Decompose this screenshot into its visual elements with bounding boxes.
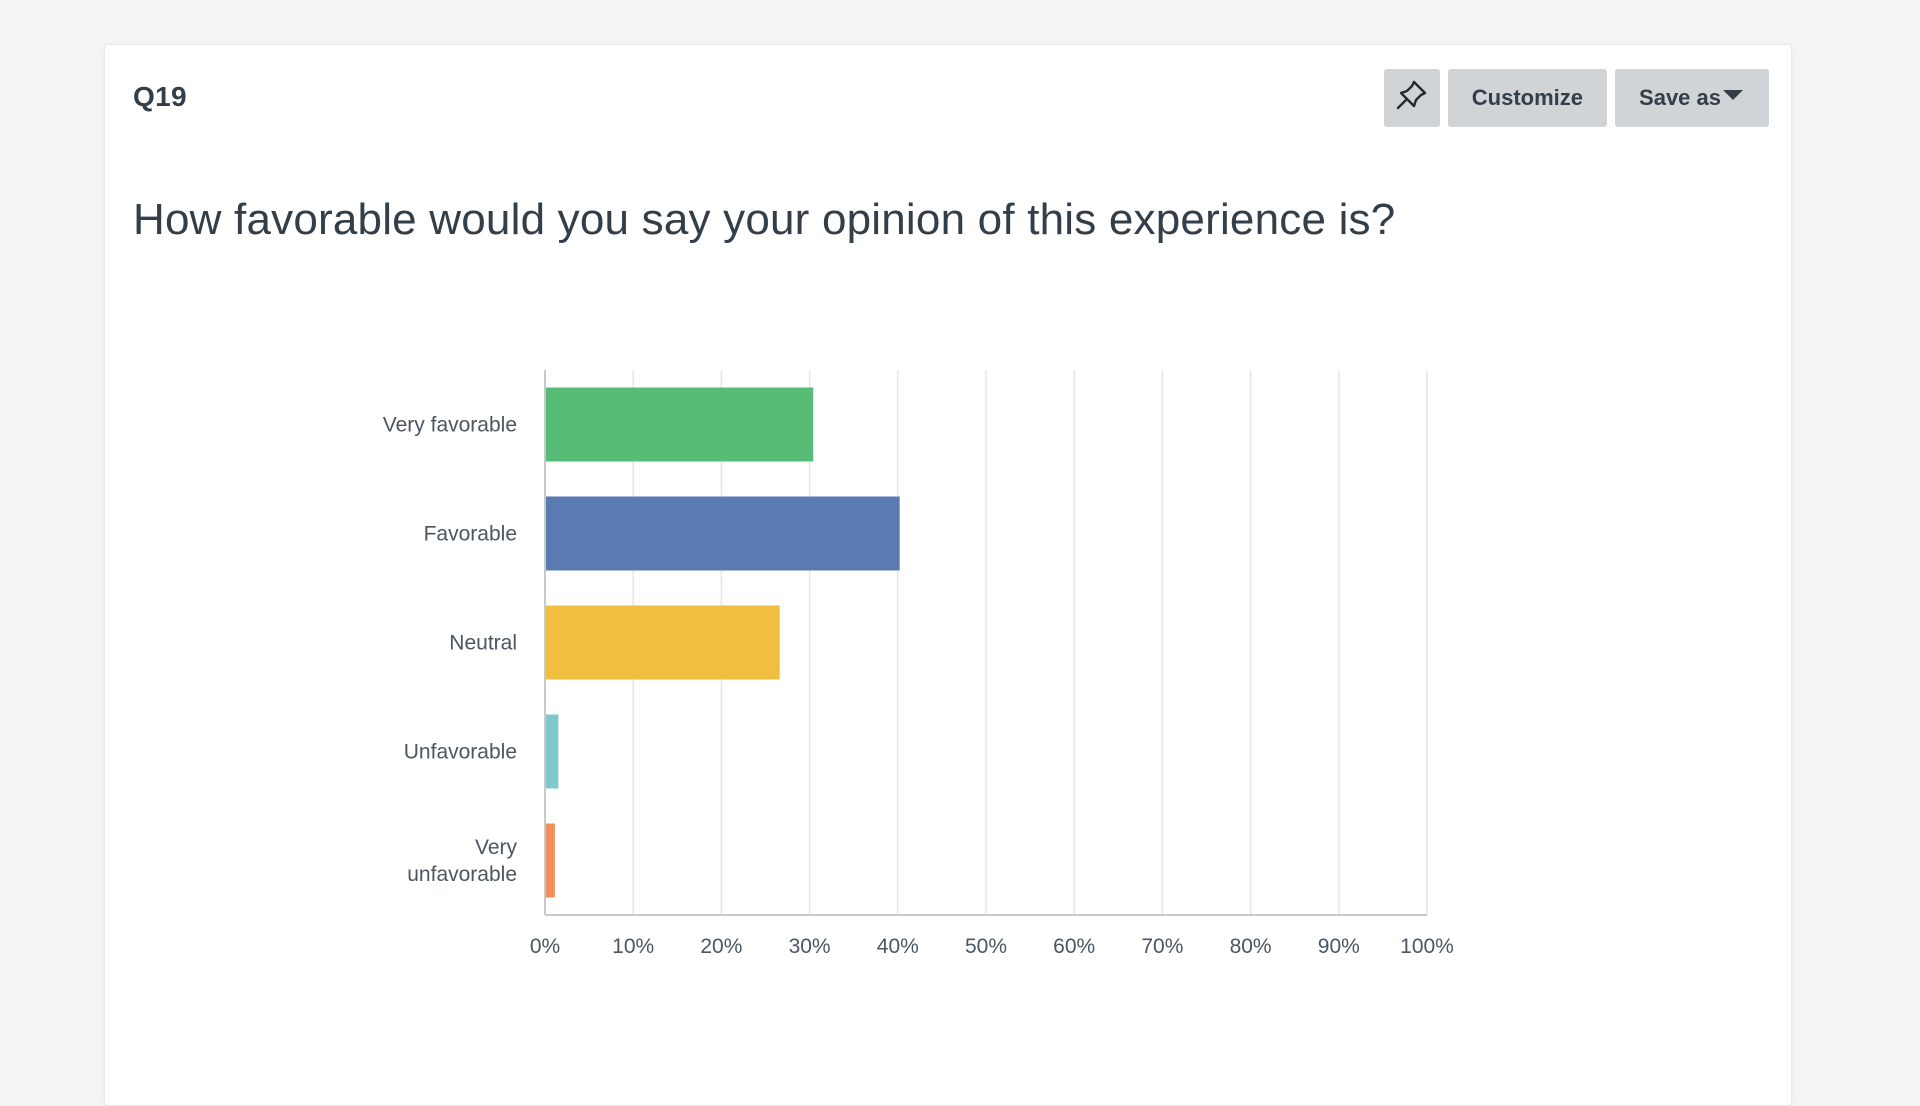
chart-axes	[544, 370, 1427, 916]
x-tick-label: 100%	[1400, 935, 1454, 958]
chart-labels: 0% 10% 20% 30% 40% 50% 60% 70% 80% 90% 100% Very fa…	[383, 414, 1454, 959]
bar-neutral[interactable]	[546, 605, 780, 680]
x-tick-label: 80%	[1230, 935, 1272, 958]
card-toolbar: Customize Save as	[1383, 69, 1769, 127]
x-tick-label: 20%	[700, 935, 742, 958]
x-tick-label: 60%	[1053, 935, 1095, 958]
save-as-label: Save as	[1639, 85, 1721, 110]
x-tick-label: 90%	[1318, 935, 1360, 958]
category-label: Favorable	[424, 523, 517, 546]
question-id: Q19	[133, 81, 187, 112]
question-card: Q19 Customize Save as How favorable woul…	[104, 44, 1792, 1106]
chart-bars	[546, 387, 900, 898]
caret-down-icon	[1723, 90, 1743, 100]
pushpin-icon	[1395, 78, 1429, 118]
category-label-line: Very favorable	[383, 414, 517, 437]
x-tick-label: 0%	[530, 935, 560, 958]
bar-chart: 0% 10% 20% 30% 40% 50% 60% 70% 80% 90% 100% Very fa…	[383, 370, 1454, 959]
bar-favorable[interactable]	[546, 496, 900, 571]
bar-very-favorable[interactable]	[546, 387, 814, 462]
x-tick-label: 10%	[612, 935, 654, 958]
bar-unfavorable[interactable]	[546, 714, 559, 789]
question-title: How favorable would you say your opinion…	[133, 195, 1396, 244]
x-tick-label: 50%	[965, 935, 1007, 958]
category-label: Unfavorable	[404, 741, 517, 764]
category-label-line: Very	[475, 836, 518, 859]
category-label: Very favorable	[383, 414, 517, 437]
save-as-button[interactable]: Save as	[1615, 69, 1769, 127]
x-tick-label: 70%	[1141, 935, 1183, 958]
category-label-line: Neutral	[449, 632, 517, 655]
pin-button[interactable]	[1383, 69, 1440, 127]
category-label-line: unfavorable	[407, 863, 517, 886]
category-label: Neutral	[449, 632, 517, 655]
bar-very-unfavorable[interactable]	[546, 823, 555, 898]
x-tick-label: 40%	[877, 935, 919, 958]
customize-button[interactable]: Customize	[1447, 69, 1608, 127]
category-label-line: Unfavorable	[404, 741, 517, 764]
category-label-line: Favorable	[424, 523, 517, 546]
category-label: Very unfavorable	[407, 836, 517, 886]
x-tick-label: 30%	[789, 935, 831, 958]
